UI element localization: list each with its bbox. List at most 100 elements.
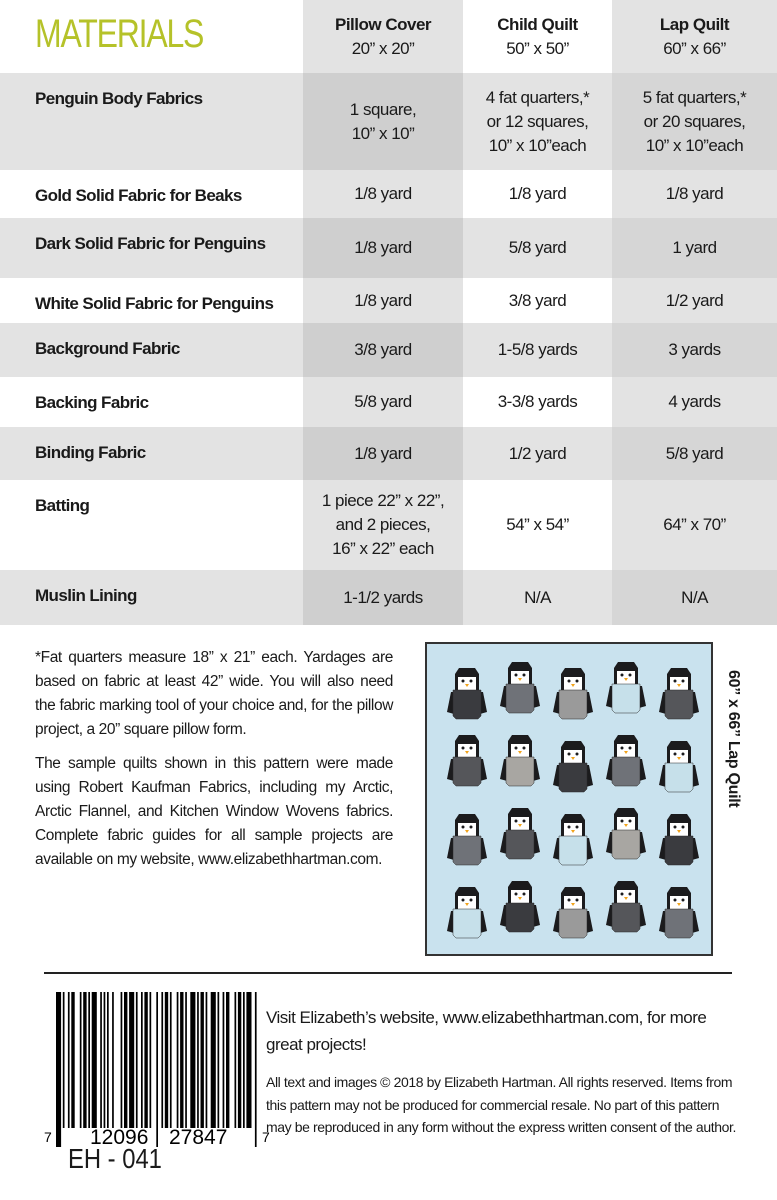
barcode-bar [217,992,220,1128]
table-row: Batting 1 piece 22” x 22”, and 2 pieces, 16… [0,480,777,570]
value-line: 5/8 yard [665,443,724,463]
lap-quilt-image [425,642,713,956]
penguin-block [553,887,593,939]
value-cell: 54” x 54” [463,480,612,570]
row-label: Backing Fabric [0,377,303,427]
barcode-bar [135,992,138,1128]
value-line: 1 yard [672,238,717,257]
value-cell: 3 yards [612,323,777,377]
value-cell: 1-1/2 yards [303,570,463,625]
value-cell: N/A [463,570,612,625]
barcode-bar [62,992,65,1128]
penguin-block [447,735,487,787]
row-label: Gold Solid Fabric for Beaks [0,170,303,218]
value-cell: 4 yards [612,377,777,427]
website-text: Visit Elizabeth’s website, www.elizabeth… [266,1008,707,1054]
barcode-bar [129,992,135,1128]
value-line: or 12 squares, [486,111,589,131]
penguin-block [447,814,487,866]
value-line: 1-5/8 yards [497,340,578,359]
penguin-block [659,887,699,939]
barcode-bar [88,992,90,1128]
value-line: 54” x 54” [506,515,569,534]
barcode-bar [176,992,179,1128]
row-label: White Solid Fabric for Penguins [0,278,303,323]
row-label: Penguin Body Fabrics [0,73,303,170]
table-row: White Solid Fabric for Penguins 1/8 yard 3… [0,278,777,323]
penguin-block [447,668,487,720]
barcode-bar [144,992,148,1128]
value-line: 4 yards [668,392,721,411]
value-cell: 1/8 yard [463,170,612,218]
value-cell: N/A [612,570,777,625]
notes: *Fat quarters measure 18” x 21” each. Ya… [35,646,393,872]
barcode-bar [243,992,245,1128]
barcode-bar [254,992,257,1147]
value-line: 1 piece 22” x 22”, [321,491,445,510]
value-line: and 2 pieces, [335,515,431,534]
quilt-label: 60” x 66” Lap Quilt [725,670,742,808]
value-cell: 1/8 yard [303,170,463,218]
value-cell: 1/2 yard [463,427,612,480]
barcode-digits-left: 12096 [90,1126,148,1149]
value-line: 64” x 70” [663,515,726,534]
value-line: 1/8 yard [354,443,412,463]
value-cell: 3-3/8 yards [463,377,612,427]
barcode-bar [79,992,82,1128]
barcode-bar [71,992,75,1128]
table-row: Dark Solid Fabric for Penguins 1/8 yard 5/… [0,218,777,278]
value-line: N/A [524,587,551,607]
table-header: MATERIALS Pillow Cover 20” x 20” Child Qu… [0,0,777,73]
barcode-digit-first: 7 [44,1129,52,1145]
table-row: Penguin Body Fabrics 1 square, 10” x 10” 4 … [0,73,777,170]
value-line: 3/8 yard [354,340,412,359]
value-line: 4 fat quarters,* [485,87,590,107]
barcode: 7 12096 27847 7 [42,992,272,1152]
table-row: Muslin Lining 1-1/2 yards N/A N/A [0,570,777,625]
value-cell: 5 fat quarters,* or 20 squares, 10” x 10”e… [612,73,777,170]
value-line: 10” x 10”each [488,135,587,155]
row-label: Batting [0,480,303,570]
value-line: 3/8 yard [508,290,567,310]
penguin-block [500,735,540,787]
barcode-bar [200,992,204,1128]
value-line: 1/8 yard [508,184,567,203]
table-row: Gold Solid Fabric for Beaks 1/8 yard 1/8 y… [0,170,777,218]
barcode-bar [112,992,114,1128]
value-line: 1/8 yard [354,184,412,203]
value-line: 5/8 yard [508,238,567,257]
pattern-code: EH - 041 [68,1143,162,1174]
value-cell: 64” x 70” [612,480,777,570]
penguin-block [500,881,540,933]
barcode-bar [67,992,70,1128]
value-line: 5/8 yard [354,392,412,411]
penguin-block [553,741,593,793]
table-row: Background Fabric 3/8 yard 1-5/8 yards 3 ya… [0,323,777,377]
table-row: Backing Fabric 5/8 yard 3-3/8 yards 4 yards [0,377,777,427]
barcode-digit-last: 7 [262,1129,270,1145]
column-header: Lap Quilt 60” x 66” [612,0,777,73]
barcode-bar [237,992,242,1128]
value-cell: 1 piece 22” x 22”, and 2 pieces, 16” x 22”… [303,480,463,570]
barcode-bar [91,992,97,1128]
value-line: 1/2 yard [665,290,724,310]
value-cell: 1/8 yard [303,278,463,323]
value-cell: 1-5/8 yards [463,323,612,377]
value-cell: 1/8 yard [303,218,463,278]
value-cell: 1 square, 10” x 10” [303,73,463,170]
barcode-bar [161,992,164,1128]
value-cell: 1/2 yard [612,278,777,323]
row-label: Dark Solid Fabric for Penguins [0,218,303,278]
penguin-block [500,808,540,860]
value-line: 1/8 yard [354,290,412,310]
barcode-bar [222,992,225,1128]
fat-quarter-note: *Fat quarters measure 18” x 21” each. Ya… [35,649,393,738]
barcode-digits-right: 27847 [169,1126,227,1149]
value-line: 10” x 10”each [645,135,744,155]
barcode-bar [107,992,109,1128]
row-label: Background Fabric [0,323,303,377]
penguin-block [606,808,646,860]
barcode-bar [246,992,252,1128]
value-line: 5 fat quarters,* [642,87,747,107]
barcode-bar [83,992,87,1128]
